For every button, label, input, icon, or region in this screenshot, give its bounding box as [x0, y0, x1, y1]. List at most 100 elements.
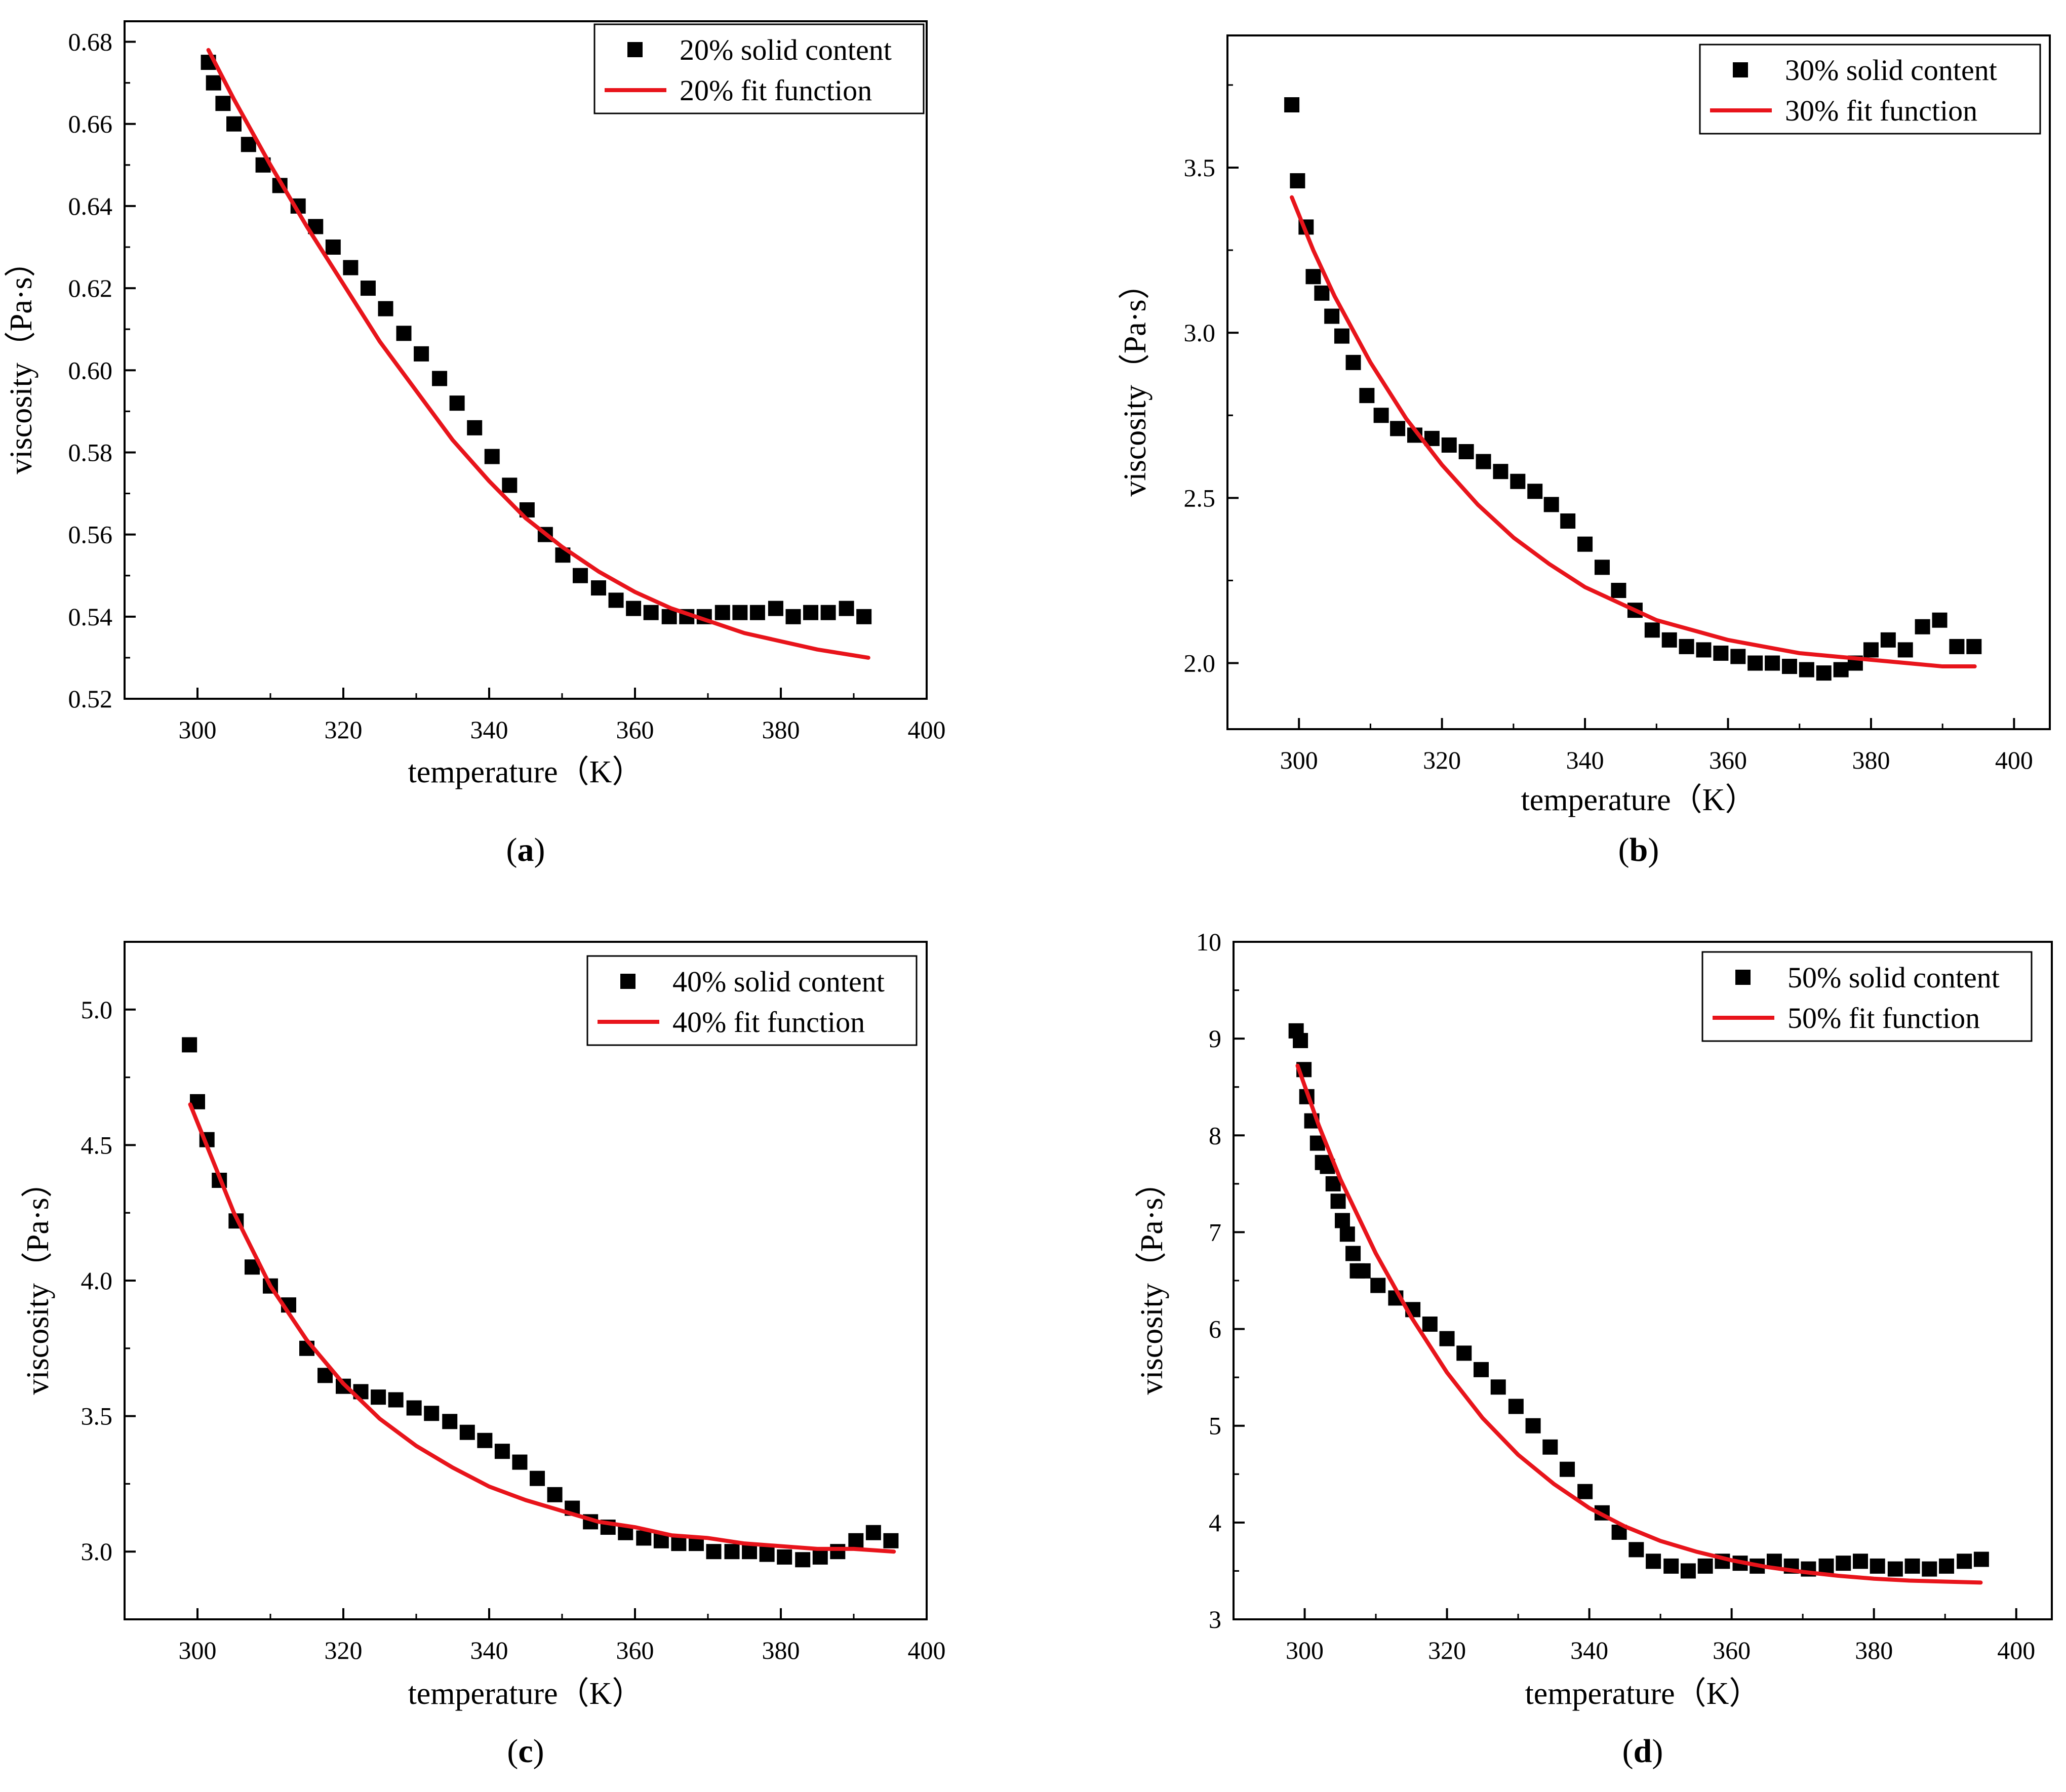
data-point-marker	[883, 1533, 899, 1548]
x-tick-label: 340	[1570, 1636, 1608, 1664]
data-point-marker	[1939, 1558, 1955, 1574]
x-tick-label: 360	[1713, 1636, 1751, 1664]
x-tick-label: 320	[1423, 746, 1461, 774]
x-tick-label: 360	[616, 1636, 654, 1664]
legend-entry-label: 50% solid content	[1787, 961, 2000, 994]
data-point-marker	[1476, 454, 1491, 469]
data-point-marker	[206, 75, 221, 91]
x-tick-label: 320	[1428, 1636, 1466, 1664]
data-point-marker	[742, 1544, 758, 1560]
x-tick-label: 340	[470, 1636, 508, 1664]
y-tick-label: 2.0	[1184, 649, 1216, 678]
data-point-marker	[1644, 622, 1660, 638]
data-point-marker	[1290, 173, 1305, 189]
data-point-marker	[424, 1406, 440, 1421]
data-point-marker	[1305, 269, 1321, 285]
panel-label-close: )	[534, 831, 545, 868]
data-point-marker	[785, 609, 801, 624]
y-tick-label: 0.60	[68, 356, 113, 384]
data-point-marker	[1922, 1561, 1937, 1577]
y-tick-label: 2.5	[1184, 484, 1216, 512]
panel-label-close: )	[1652, 1733, 1663, 1770]
data-point-marker	[396, 326, 412, 341]
fit-line-series	[1290, 195, 1977, 669]
chart-panel-a: 300 320 340 360 380 400 0.52 0.54 0.56 0.58 0.60 0.…	[4, 20, 946, 868]
x-axis-title: temperature（K）	[1525, 1677, 1761, 1711]
data-point-marker	[1441, 437, 1457, 453]
data-point-marker	[1334, 1213, 1350, 1228]
data-point-marker	[749, 605, 765, 620]
data-point-marker	[1663, 1558, 1679, 1574]
data-point-marker	[1370, 1278, 1386, 1293]
x-tick-label: 300	[179, 715, 217, 744]
data-point-marker	[1880, 632, 1896, 648]
x-tick-label: 340	[1566, 746, 1604, 774]
data-point-marker	[803, 605, 819, 620]
panel-label: (a)	[506, 831, 545, 868]
data-point-marker	[547, 1487, 563, 1502]
y-axis-title: viscosity（Pa·s）	[1135, 1166, 1169, 1395]
data-point-marker	[1510, 473, 1526, 489]
data-point-marker	[671, 1536, 687, 1551]
fit-line-series	[1295, 1063, 1983, 1585]
plot-frame	[1226, 34, 2051, 730]
panel-label-letter: d	[1634, 1733, 1652, 1770]
data-point-marker	[343, 260, 359, 275]
data-point-marker	[1474, 1362, 1489, 1377]
panel-label-close: )	[533, 1733, 544, 1770]
legend-box	[593, 23, 925, 114]
data-point-marker	[1904, 1558, 1920, 1574]
panel-label-letter: c	[518, 1733, 533, 1770]
legend-entry-label: 40% solid content	[672, 965, 885, 998]
data-point-marker	[1833, 662, 1849, 678]
data-point-marker	[865, 1525, 881, 1540]
data-point-marker	[1542, 1439, 1558, 1455]
data-point-marker	[1966, 639, 1982, 654]
y-tick-label: 0.64	[68, 192, 113, 220]
data-point-marker	[1836, 1556, 1851, 1571]
y-tick-label: 0.66	[68, 110, 113, 138]
y-tick-label: 0.62	[68, 274, 113, 302]
x-tick-label: 360	[616, 715, 654, 744]
data-point-marker	[636, 1530, 652, 1546]
data-point-marker	[226, 116, 242, 132]
data-point-marker	[1816, 665, 1832, 681]
data-point-marker	[1390, 421, 1406, 436]
x-tick-label: 380	[762, 715, 800, 744]
y-axis-title: viscosity（Pa·s）	[1118, 268, 1153, 496]
fit-line-series	[188, 1102, 896, 1554]
chart-panel-b: 300 320 340 360 380 400 2.0 2.5 3.0 3.5 temperatur…	[1118, 34, 2051, 868]
data-point-marker	[1852, 1554, 1868, 1569]
legend-entry-label: 50% fit function	[1787, 1002, 1980, 1034]
data-point-marker	[1973, 1551, 1989, 1567]
data-point-marker	[732, 605, 748, 620]
data-point-marker	[812, 1549, 828, 1565]
x-tick-label: 400	[1995, 746, 2033, 774]
panel-label-letter: b	[1630, 831, 1648, 868]
data-point-marker	[512, 1454, 528, 1470]
legend-box	[1701, 951, 2033, 1042]
y-axis-title: viscosity（Pa·s）	[21, 1166, 55, 1395]
data-point-marker	[1765, 655, 1780, 671]
data-point-marker	[378, 301, 393, 316]
y-tick-label: 10	[1196, 928, 1221, 956]
fit-line-series	[206, 48, 870, 660]
y-tick-label: 3	[1209, 1605, 1221, 1634]
chart-panel-d: 300 320 340 360 380 400 3 4 5 6 7 8 9 10 temperature（K…	[1135, 928, 2053, 1770]
data-point-marker	[1373, 408, 1389, 423]
data-point-marker	[1628, 1542, 1644, 1558]
panel-label-open: (	[507, 1733, 518, 1770]
x-tick-label: 380	[762, 1636, 800, 1664]
data-point-marker	[1345, 1246, 1361, 1261]
data-point-marker	[477, 1432, 493, 1448]
data-point-marker	[1611, 583, 1626, 598]
panel-label-open: (	[506, 831, 518, 868]
data-point-marker	[432, 371, 448, 386]
y-tick-label: 0.56	[68, 521, 113, 549]
y-tick-label: 0.54	[68, 603, 113, 631]
data-point-marker	[591, 580, 606, 596]
data-point-marker	[768, 601, 783, 616]
data-point-marker	[839, 601, 854, 616]
data-point-marker	[1646, 1554, 1661, 1569]
